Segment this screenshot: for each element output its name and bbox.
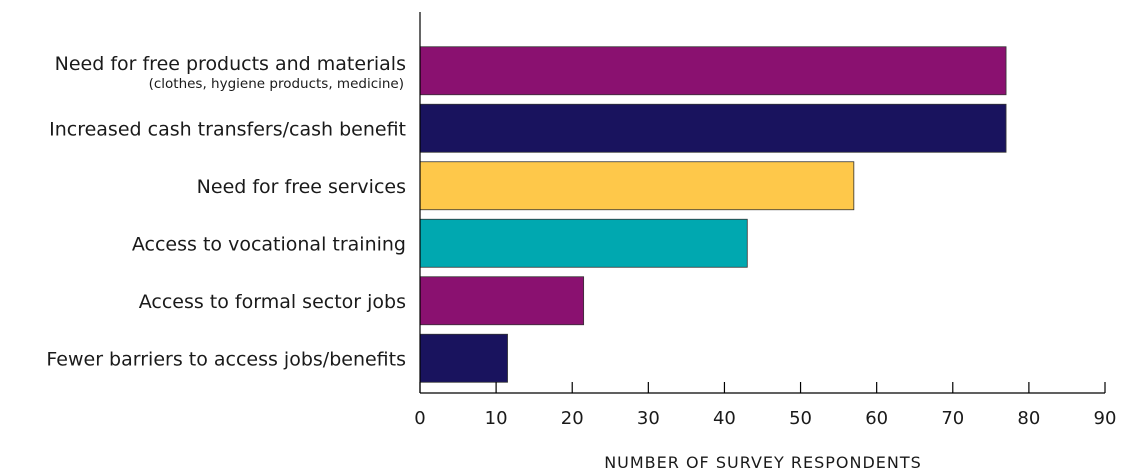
bar-3 [419,161,855,211]
x-tick-label-90: 90 [1094,408,1117,429]
x-tick-label-20: 20 [561,408,584,429]
x-tick-label-30: 30 [637,408,660,429]
bar-1 [419,46,1007,96]
x-axis-ticks: 0 10 20 30 40 50 60 70 80 90 [414,382,1116,429]
category-label-6: Fewer barriers to access jobs/benefits [46,348,406,370]
x-tick-label-50: 50 [789,408,812,429]
category-label-5: Access to formal sector jobs [139,291,406,313]
x-tick-label-0: 0 [414,408,425,429]
category-label-4: Access to vocational training [132,233,406,255]
x-tick-label-80: 80 [1017,408,1040,429]
category-label-2: Increased cash transfers/cash benefit [49,118,406,140]
x-tick-label-40: 40 [713,408,736,429]
x-tick-label-60: 60 [865,408,888,429]
bar-4 [419,218,748,268]
category-label-1: Need for free products and materials [55,53,406,75]
x-axis-title: NUMBER OF SURVEY RESPONDENTS [604,453,922,472]
category-labels: Need for free products and materials(clo… [46,53,406,371]
bar-2 [419,103,1007,153]
bar-6 [419,333,508,383]
x-tick-label-70: 70 [941,408,964,429]
bar-5 [419,276,585,326]
bars-group [419,46,1007,383]
category-sublabel-1: (clothes, hygiene products, medicine) [149,76,404,92]
x-tick-label-10: 10 [485,408,508,429]
category-label-3: Need for free services [197,176,406,198]
